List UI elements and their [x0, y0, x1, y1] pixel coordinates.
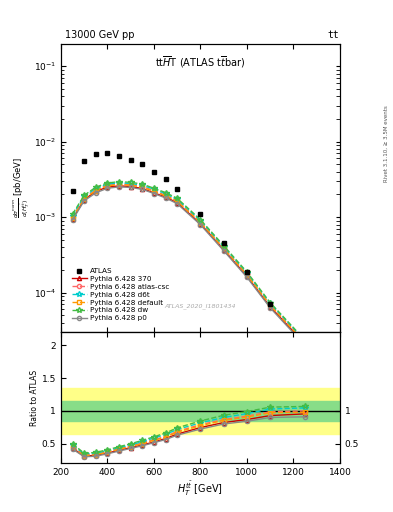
X-axis label: $H_T^{t\bar{t}}$ [GeV]: $H_T^{t\bar{t}}$ [GeV] — [178, 480, 223, 498]
Text: ATLAS_2020_I1801434: ATLAS_2020_I1801434 — [165, 304, 236, 309]
Bar — [61, 388, 340, 434]
Text: tt: tt — [327, 30, 339, 40]
Y-axis label: Ratio to ATLAS: Ratio to ATLAS — [30, 370, 39, 426]
Bar — [61, 401, 340, 421]
Text: 13000 GeV pp: 13000 GeV pp — [65, 30, 134, 40]
Text: tt$\overline{H}$T (ATLAS t$\overline{t}$bar): tt$\overline{H}$T (ATLAS t$\overline{t}$… — [155, 55, 246, 71]
Legend: ATLAS, Pythia 6.428 370, Pythia 6.428 atlas-csc, Pythia 6.428 d6t, Pythia 6.428 : ATLAS, Pythia 6.428 370, Pythia 6.428 at… — [70, 267, 171, 323]
Y-axis label: $\frac{d\sigma^{norm}}{d(H_T^{t\bar{t}})}$ [pb/GeV]: $\frac{d\sigma^{norm}}{d(H_T^{t\bar{t}})… — [12, 157, 32, 218]
Text: Rivet 3.1.10, ≥ 3.5M events: Rivet 3.1.10, ≥ 3.5M events — [384, 105, 389, 182]
